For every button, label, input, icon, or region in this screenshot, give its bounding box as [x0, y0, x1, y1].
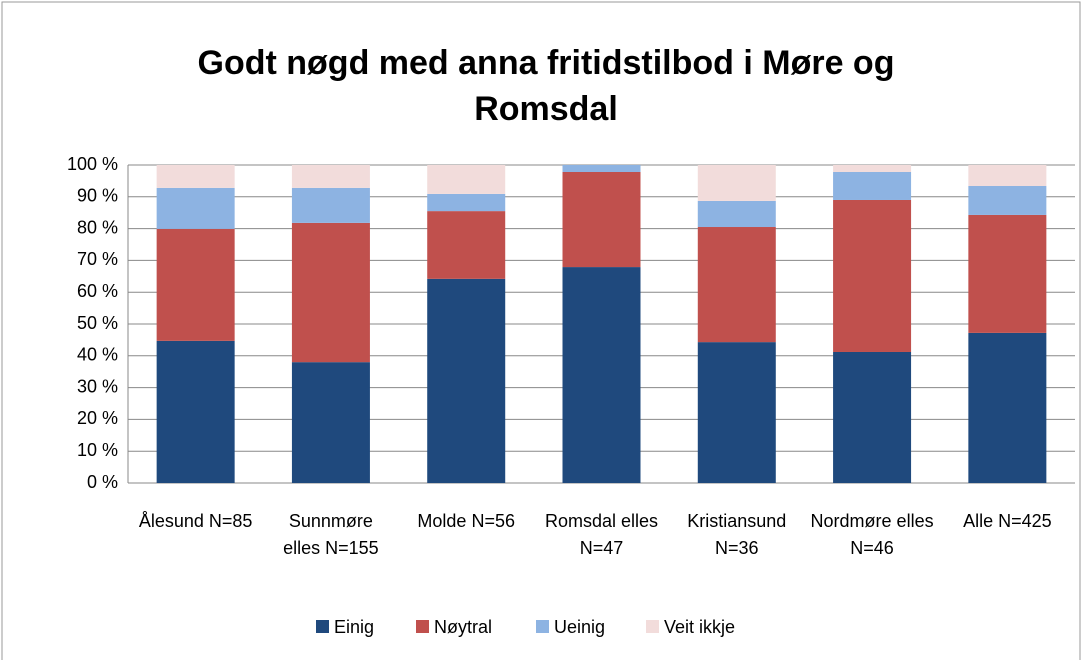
bar-segment [156, 340, 235, 483]
x-tick-label: Sunnmøre elles N=155 [283, 511, 379, 558]
bar-segment [697, 227, 776, 343]
bar-segment [562, 165, 641, 172]
y-tick-label: 0 % [87, 472, 118, 492]
legend-swatch [316, 620, 329, 633]
legend-label: Nøytral [434, 617, 492, 637]
legend-label: Ueinig [554, 617, 605, 637]
bar-segment [156, 165, 235, 188]
y-tick-label: 10 % [77, 440, 118, 460]
y-tick-label: 70 % [77, 249, 118, 269]
legend-label: Einig [334, 617, 374, 637]
y-tick-label: 50 % [77, 313, 118, 333]
legend-label: Veit ikkje [664, 617, 735, 637]
bar-segment [833, 165, 912, 172]
bar-segment [427, 193, 506, 212]
bar-segment [156, 228, 235, 341]
bar-segment [697, 165, 776, 201]
y-tick-label: 90 % [77, 186, 118, 206]
y-tick-label: 80 % [77, 217, 118, 237]
x-tick-label: Nordmøre elles N=46 [810, 511, 934, 558]
bar-segment [833, 351, 912, 483]
y-tick-label: 100 % [67, 154, 118, 174]
y-tick-label: 20 % [77, 408, 118, 428]
x-tick-label: Alle N=425 [963, 511, 1052, 531]
bar-segment [697, 200, 776, 228]
bar-segment [291, 165, 370, 188]
bar-segment [291, 222, 370, 363]
bar-segment [427, 278, 506, 483]
legend-swatch [536, 620, 549, 633]
x-tick-label: Molde N=56 [417, 511, 515, 531]
legend-swatch [646, 620, 659, 633]
bar-segment [697, 342, 776, 483]
bar-segment [427, 165, 506, 194]
x-tick-label: Kristiansund N=36 [687, 511, 787, 558]
legend-swatch [416, 620, 429, 633]
bar-segment [968, 185, 1047, 215]
bar-segment [156, 187, 235, 229]
bar-segment [833, 199, 912, 352]
bar-segment [968, 332, 1047, 483]
bar-segment [562, 267, 641, 483]
x-tick-label: Romsdal elles N=47 [544, 511, 659, 558]
bar-segment [291, 187, 370, 223]
chart-title: Godt nøgd med anna fritidstilbod i Møre … [197, 44, 895, 128]
bar-segment [291, 362, 370, 483]
y-tick-label: 60 % [77, 281, 118, 301]
bar-segment [427, 211, 506, 279]
y-tick-label: 40 % [77, 345, 118, 365]
x-tick-label: Ålesund N=85 [138, 511, 253, 531]
bar-segment [968, 214, 1047, 333]
y-tick-label: 30 % [77, 376, 118, 396]
bar-segment [968, 165, 1047, 186]
bar-segment [562, 171, 641, 268]
bar-segment [833, 171, 912, 200]
